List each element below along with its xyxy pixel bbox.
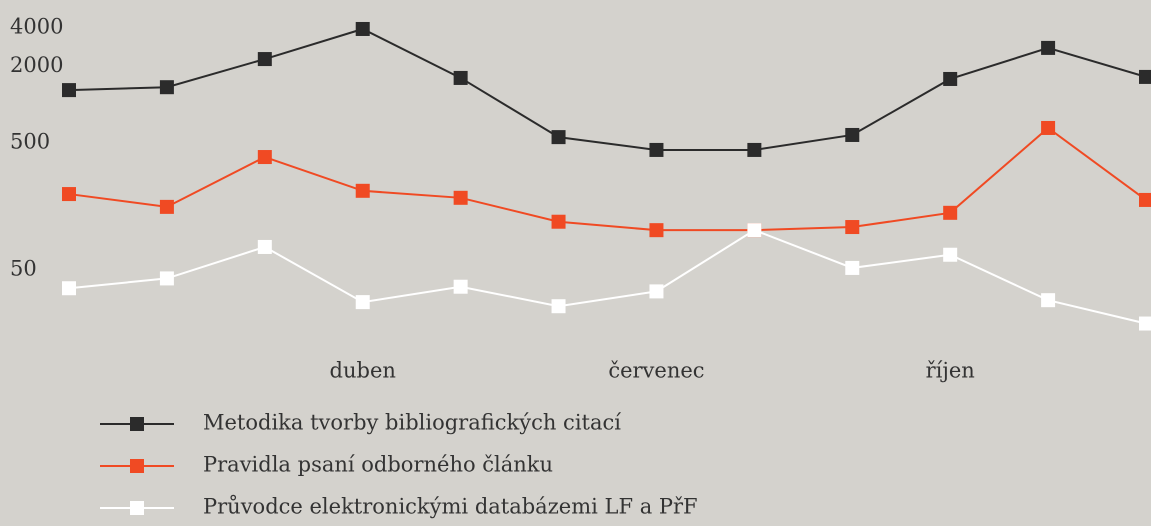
point [943,247,958,262]
point [1139,192,1151,207]
y-tick-label: 4000 [10,15,63,39]
point [943,71,958,86]
point [551,130,566,145]
point [845,127,860,142]
legend-label: Průvodce elektronickými databázemi LF a … [203,495,698,519]
point [159,80,174,95]
x-tick-label: duben [330,359,396,383]
legend-marker [130,459,144,473]
x-tick-label: červenec [608,359,704,383]
point [1139,316,1151,331]
x-tick-label: říjen [926,359,975,383]
legend-label: Pravidla psaní odborného článku [203,453,553,477]
point [1041,293,1056,308]
series-line [68,27,1147,151]
point [747,142,762,157]
y-tick-label: 2000 [10,53,63,77]
y-tick-label: 50 [10,257,37,281]
point [257,150,272,165]
point [159,271,174,286]
point [355,295,370,310]
point [551,299,566,314]
series-line [68,126,1147,232]
point [257,239,272,254]
point [62,83,76,98]
point [1041,120,1056,135]
point [159,199,174,214]
legend-label: Metodika tvorby bibliografických citací [203,411,621,435]
point [943,205,958,220]
legend-marker [130,417,144,431]
point [649,223,664,238]
series-line [68,229,1147,325]
point [453,190,468,205]
point [62,187,76,202]
point [649,284,664,299]
point [257,52,272,67]
point [747,223,762,238]
point [453,279,468,294]
point [649,142,664,157]
legend-marker [130,501,144,515]
point [355,21,370,36]
point [62,281,76,296]
point [845,260,860,275]
point [1139,69,1151,84]
point [551,214,566,229]
point [1041,40,1056,55]
point [355,183,370,198]
point [453,70,468,85]
point [845,220,860,235]
y-tick-label: 500 [10,129,50,153]
